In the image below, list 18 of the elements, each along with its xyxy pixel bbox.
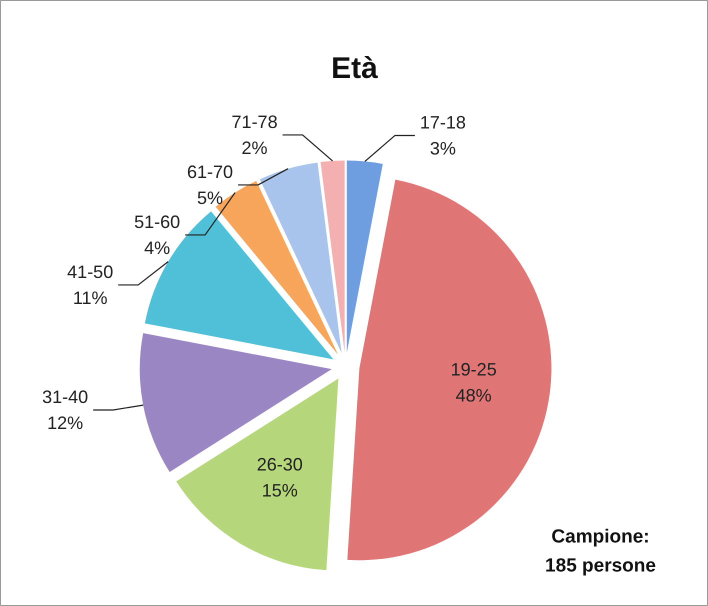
data-label: 15% (262, 480, 298, 501)
chart-title: Età (331, 52, 378, 85)
slice-label: 19-25 (450, 360, 497, 380)
slice-label: 26-30 (256, 454, 303, 475)
data-label: 48% (456, 386, 492, 406)
data-label: 3% (430, 138, 456, 159)
slice-label: 71-78 (232, 112, 278, 132)
data-label: 2% (242, 138, 268, 158)
data-label: 5% (197, 188, 224, 208)
slice-label: 41-50 (67, 262, 114, 282)
text: Campione: 185 persone (545, 526, 656, 577)
data-label: 12% (47, 412, 84, 433)
slice-label: 61-70 (187, 162, 234, 182)
slice-label: 17-18 (420, 112, 466, 133)
data-label: 4% (144, 238, 170, 258)
slice-label: 51-60 (134, 212, 180, 232)
data-label: 11% (72, 288, 108, 308)
slice-label: 31-40 (42, 386, 88, 407)
